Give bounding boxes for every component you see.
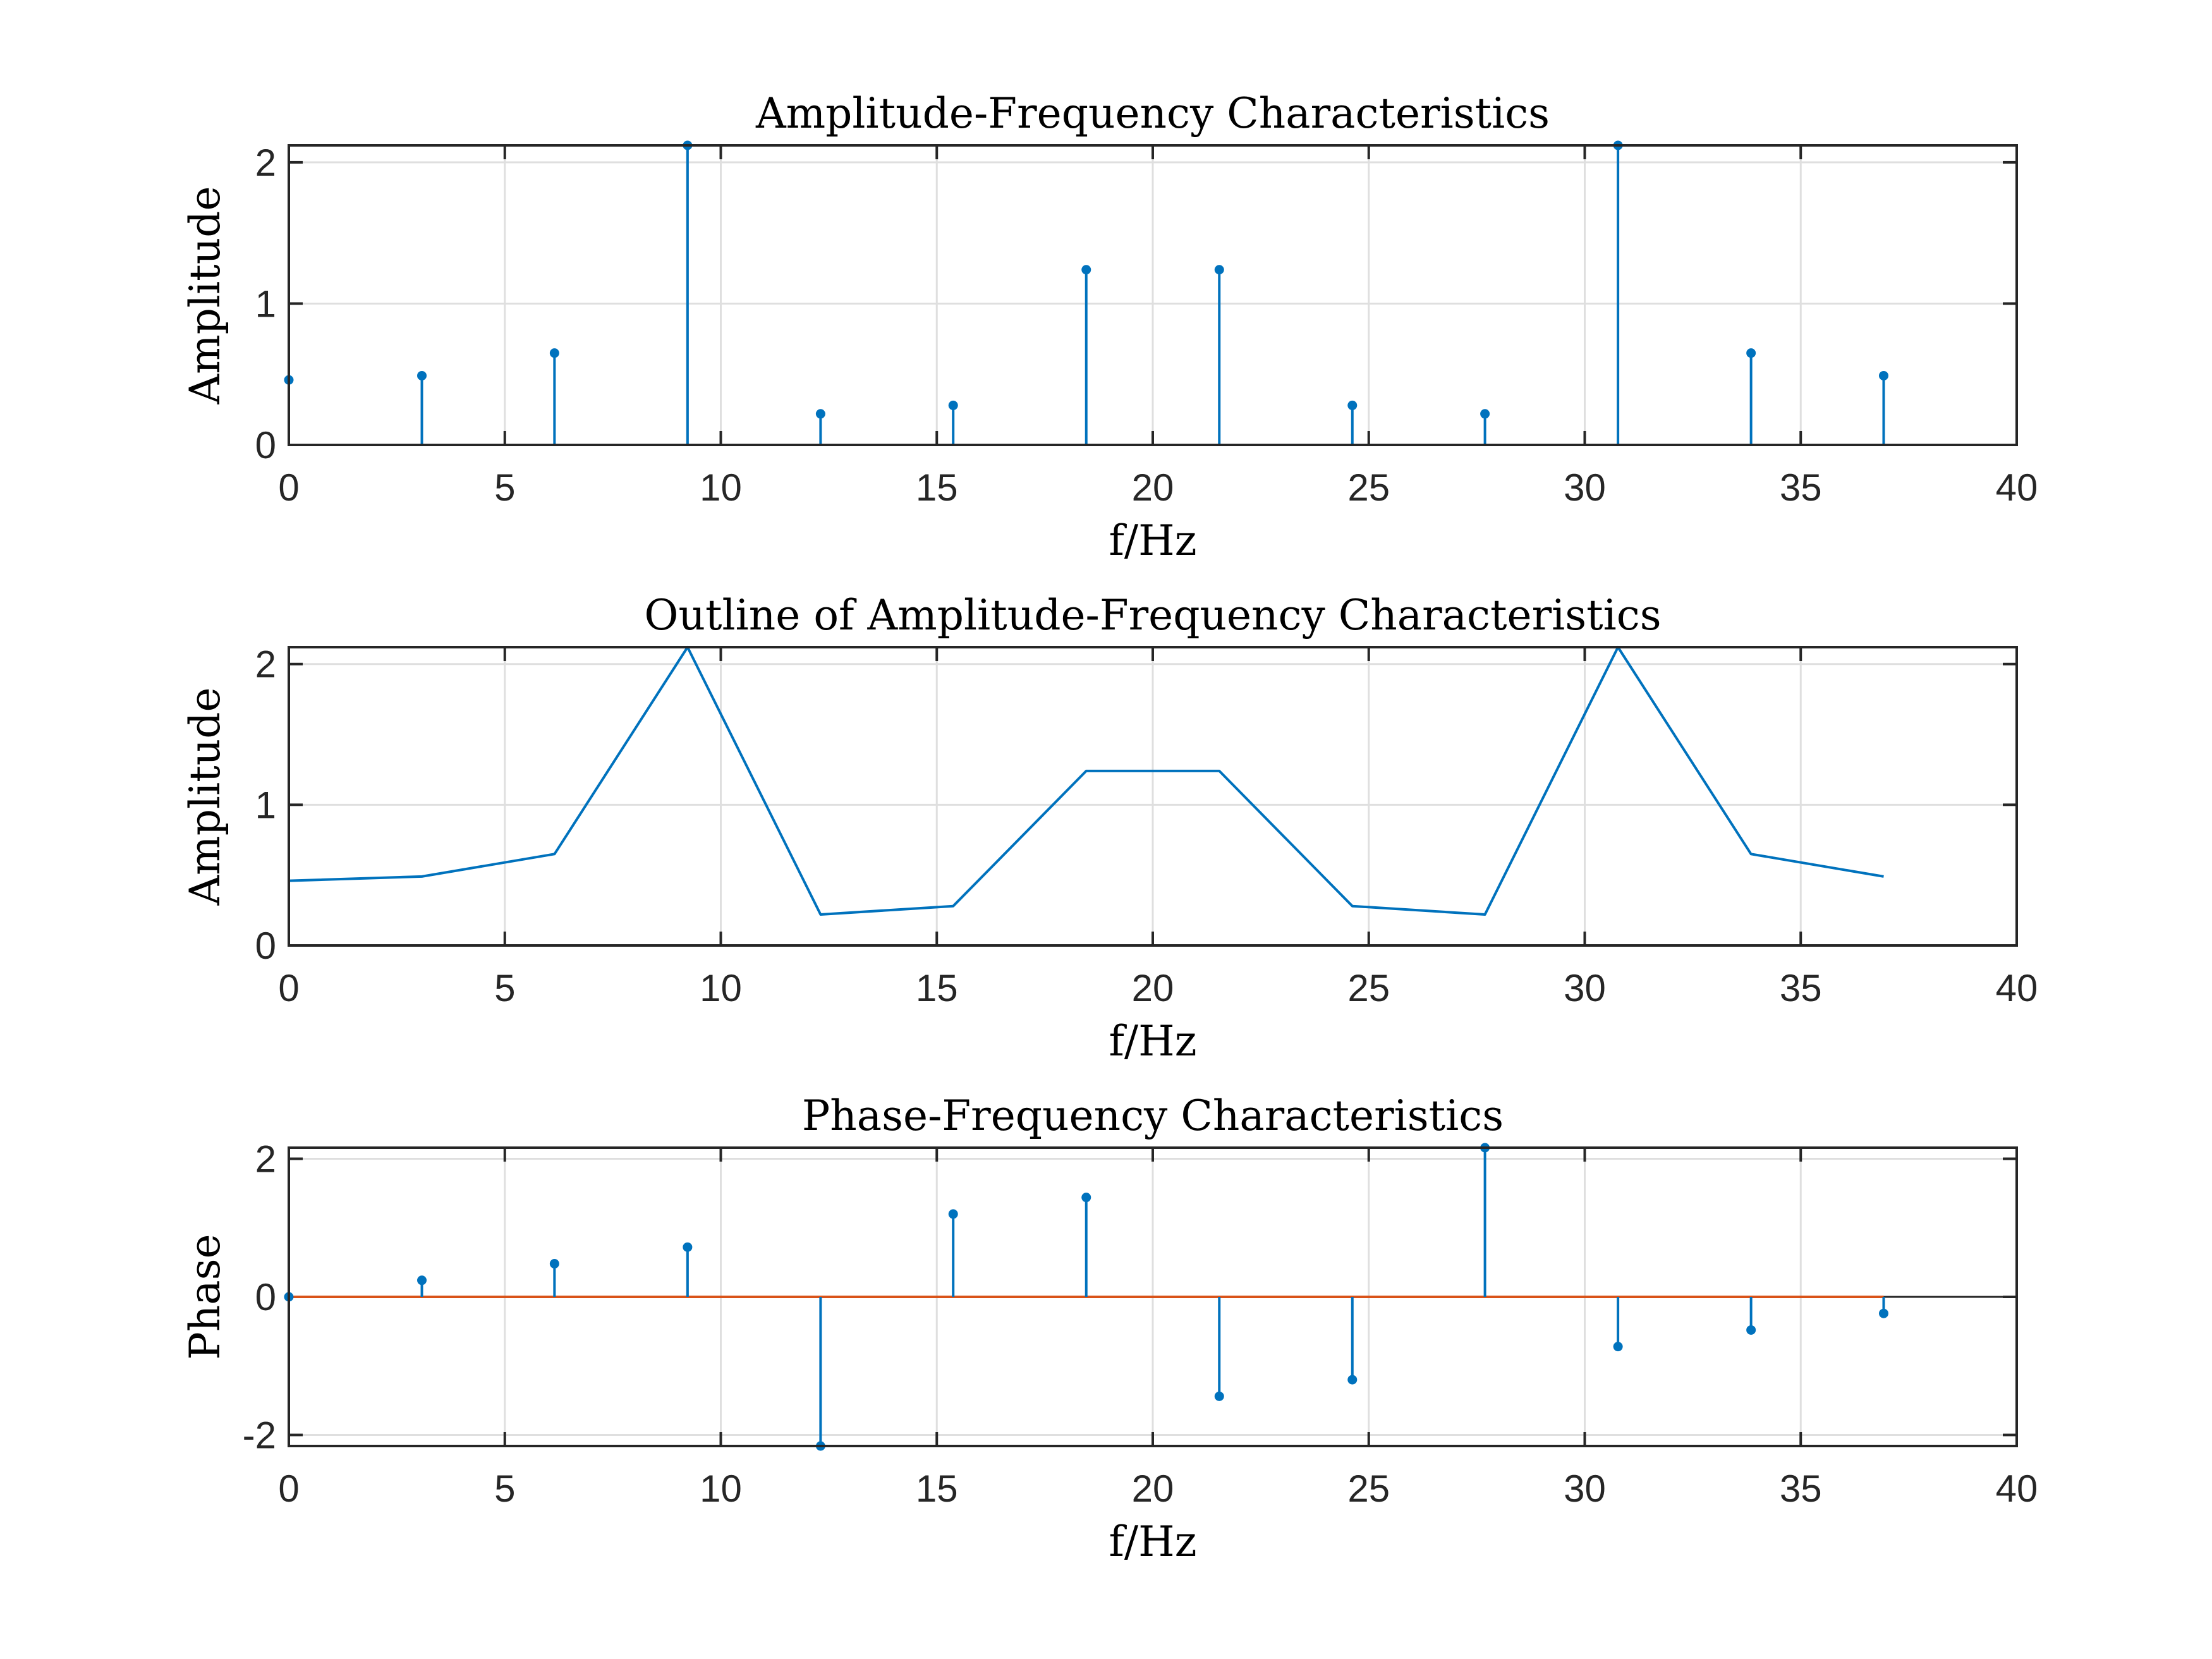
stem-marker (1480, 409, 1490, 419)
stem-marker (1214, 265, 1224, 275)
axes-frame (288, 1146, 2018, 1447)
y-tick-label: 2 (255, 643, 276, 686)
y-axis-label: Amplitude (181, 186, 229, 404)
x-tick-label: 10 (700, 1468, 742, 1510)
x-tick-label: 10 (700, 967, 742, 1009)
x-tick-label: 0 (278, 967, 299, 1009)
x-tick-label: 5 (494, 1468, 515, 1510)
x-tick-label: 40 (1996, 967, 2038, 1009)
y-axis-label: Phase (181, 1234, 229, 1359)
stem-marker (417, 1275, 427, 1285)
x-axis-label: f/Hz (1109, 1017, 1197, 1066)
y-tick-label: 2 (255, 1138, 276, 1180)
stem-marker (1081, 265, 1091, 275)
stem-marker (1878, 1308, 1888, 1318)
x-tick-label: 35 (1780, 466, 1822, 509)
x-tick-label: 10 (700, 466, 742, 509)
y-tick-label: 1 (255, 784, 276, 826)
x-tick-label: 30 (1564, 466, 1606, 509)
y-tick-label: 0 (255, 424, 276, 466)
y-axis-label: Amplitude (181, 687, 229, 906)
plot-area: 0 5 10 15 20 25 30 35 40 0 1 2 (255, 140, 2038, 509)
x-tick-label: 15 (916, 967, 958, 1009)
stem-marker (948, 400, 958, 410)
stem-marker (1081, 1193, 1091, 1203)
plot-area: 0 5 10 15 20 25 30 35 40-202 (243, 1138, 2038, 1510)
plot-title: Amplitude-Frequency Characteristics (755, 89, 1550, 138)
x-tick-label: 40 (1996, 466, 2038, 509)
y-tick-label: 0 (255, 1276, 276, 1318)
x-tick-label: 15 (916, 1468, 958, 1510)
x-tick-label: 40 (1996, 1468, 2038, 1510)
amplitude-stem-plot: 0 5 10 15 20 25 30 35 40 0 1 2 Amplitude-Frequency … (181, 89, 2038, 565)
stem-marker (1347, 400, 1358, 410)
amplitude-outline-plot: 0 5 10 15 20 25 30 35 40 0 1 2 Outline of Amplitude… (181, 591, 2038, 1066)
stem-marker (1613, 1342, 1623, 1352)
x-tick-label: 35 (1780, 967, 1822, 1009)
x-tick-label: 25 (1347, 967, 1390, 1009)
x-axis-label: f/Hz (1109, 516, 1197, 565)
stem-marker (683, 1242, 693, 1252)
x-tick-label: 25 (1347, 466, 1390, 509)
x-tick-label: 5 (494, 466, 515, 509)
y-tick-label: 0 (255, 925, 276, 967)
x-tick-label: 15 (916, 466, 958, 509)
x-tick-label: 0 (278, 1468, 299, 1510)
y-tick-label: 1 (255, 283, 276, 325)
x-axis-label: f/Hz (1109, 1517, 1197, 1566)
x-tick-label: 0 (278, 466, 299, 509)
x-tick-label: 25 (1347, 1468, 1390, 1510)
x-tick-label: 5 (494, 967, 515, 1009)
stem-marker (549, 348, 559, 358)
x-tick-label: 35 (1780, 1468, 1822, 1510)
x-tick-label: 30 (1564, 967, 1606, 1009)
y-tick-label: 2 (255, 142, 276, 184)
stem-marker (1746, 1325, 1756, 1335)
axes-frame (288, 646, 2018, 947)
x-tick-label: 20 (1132, 466, 1174, 509)
stem-marker (1878, 370, 1888, 380)
stem-marker (549, 1259, 559, 1269)
stem-marker (815, 409, 825, 419)
x-tick-label: 20 (1132, 1468, 1174, 1510)
stem-marker (1214, 1391, 1224, 1401)
plot-area: 0 5 10 15 20 25 30 35 40 0 1 2 (255, 643, 2038, 1009)
stem-marker (1746, 348, 1756, 358)
x-tick-label: 20 (1132, 967, 1174, 1009)
y-tick-label: -2 (243, 1414, 276, 1457)
stem-marker (948, 1209, 958, 1219)
stem-marker (1347, 1375, 1358, 1385)
x-tick-label: 30 (1564, 1468, 1606, 1510)
phase-stem-plot: 0 5 10 15 20 25 30 35 40-202 Phase-Frequency Cha… (181, 1091, 2038, 1566)
stem-marker (417, 370, 427, 380)
plot-title: Phase-Frequency Characteristics (802, 1091, 1504, 1140)
plot-title: Outline of Amplitude-Frequency Character… (644, 591, 1661, 640)
axes-frame (288, 144, 2018, 446)
